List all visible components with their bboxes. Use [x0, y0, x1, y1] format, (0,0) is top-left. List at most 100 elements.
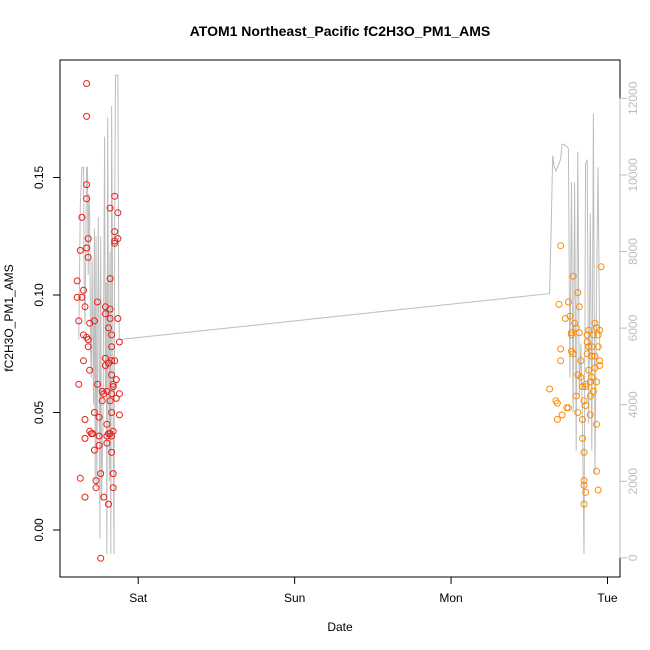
data-point — [109, 380, 117, 388]
y-left-tick-label: 0.15 — [32, 165, 46, 189]
data-point — [78, 293, 86, 301]
data-point — [589, 387, 597, 395]
data-point — [553, 416, 561, 423]
data-point — [108, 432, 116, 440]
data-point — [111, 357, 119, 365]
data-point — [73, 277, 81, 285]
data-point — [564, 298, 572, 306]
data-points — [73, 80, 605, 562]
data-point — [84, 343, 92, 351]
data-point — [572, 392, 580, 400]
data-point — [588, 352, 596, 360]
data-point — [580, 477, 588, 485]
data-point — [114, 315, 122, 322]
data-point — [574, 409, 582, 416]
data-point — [83, 195, 91, 203]
data-point — [575, 303, 583, 311]
data-point — [582, 383, 590, 391]
x-axis: Sat Sun Mon Tue — [129, 576, 618, 605]
data-point — [558, 411, 566, 419]
data-point — [83, 80, 91, 87]
data-point — [593, 467, 600, 475]
plot-frame — [59, 59, 621, 578]
chart-title: ATOM1 Northeast_Pacific fC2H3O_PM1_AMS — [190, 23, 491, 39]
data-point — [591, 352, 599, 360]
data-point — [95, 432, 103, 440]
data-point — [555, 300, 563, 308]
data-point — [568, 331, 575, 339]
data-point — [588, 373, 596, 381]
data-point — [114, 235, 122, 243]
data-point — [579, 434, 586, 442]
data-point — [76, 474, 84, 482]
data-point — [596, 326, 604, 334]
data-point — [114, 209, 122, 217]
y-right-tick-label: 6000 — [626, 314, 640, 341]
data-point — [108, 390, 116, 398]
data-point — [83, 181, 91, 189]
data-point — [83, 244, 91, 252]
data-point — [108, 357, 116, 365]
y-right-tick-label: 8000 — [626, 238, 640, 265]
data-point — [586, 392, 594, 400]
data-point — [73, 293, 81, 301]
data-point — [546, 385, 554, 393]
data-point — [95, 441, 103, 449]
data-point — [593, 378, 600, 386]
data-point — [81, 434, 89, 442]
data-point — [80, 357, 87, 365]
data-point — [111, 239, 119, 247]
data-point — [81, 303, 89, 311]
data-point — [97, 470, 105, 478]
data-point — [577, 373, 585, 381]
data-point — [101, 354, 109, 362]
y-right-tick-label: 12000 — [626, 81, 640, 115]
data-point — [566, 312, 574, 320]
data-point — [92, 484, 100, 492]
data-point — [577, 357, 585, 365]
data-point — [575, 329, 583, 337]
data-point — [81, 493, 89, 501]
data-point — [571, 319, 579, 327]
data-point — [596, 362, 604, 369]
x-tick-label: Mon — [439, 591, 462, 605]
data-point — [108, 371, 116, 379]
data-point — [594, 486, 602, 494]
data-point — [596, 357, 604, 365]
data-point — [585, 343, 593, 351]
data-point — [78, 213, 86, 221]
data-point — [112, 394, 120, 402]
data-point — [572, 324, 580, 332]
y-axis-label: fC2H3O_PM1_AMS — [2, 264, 16, 371]
data-point — [568, 329, 575, 337]
x-tick-label: Sun — [284, 591, 305, 605]
y-left-tick-label: 0.05 — [32, 400, 46, 424]
data-point — [585, 326, 593, 334]
data-point — [580, 500, 588, 508]
data-point — [84, 253, 92, 261]
data-point — [84, 336, 92, 344]
data-point — [585, 366, 593, 374]
data-point — [89, 430, 97, 438]
data-point — [84, 235, 92, 243]
data-point — [92, 477, 100, 485]
y-right-tick-label: 2000 — [626, 468, 640, 495]
data-point — [100, 493, 108, 501]
data-point — [557, 242, 565, 250]
data-point — [112, 376, 120, 384]
data-point — [583, 338, 591, 346]
data-point — [557, 345, 565, 353]
x-axis-label: Date — [327, 620, 353, 634]
data-point — [593, 420, 600, 428]
data-point — [98, 397, 106, 405]
data-point — [574, 289, 582, 297]
data-point — [582, 488, 590, 496]
y-axis-right: 0 2000 4000 6000 8000 10000 12000 — [619, 81, 640, 561]
data-point — [569, 272, 577, 280]
y-right-tick-label: 0 — [626, 554, 640, 561]
data-point — [106, 397, 114, 405]
data-point — [75, 317, 83, 325]
data-point — [106, 315, 114, 322]
data-point — [90, 446, 98, 454]
